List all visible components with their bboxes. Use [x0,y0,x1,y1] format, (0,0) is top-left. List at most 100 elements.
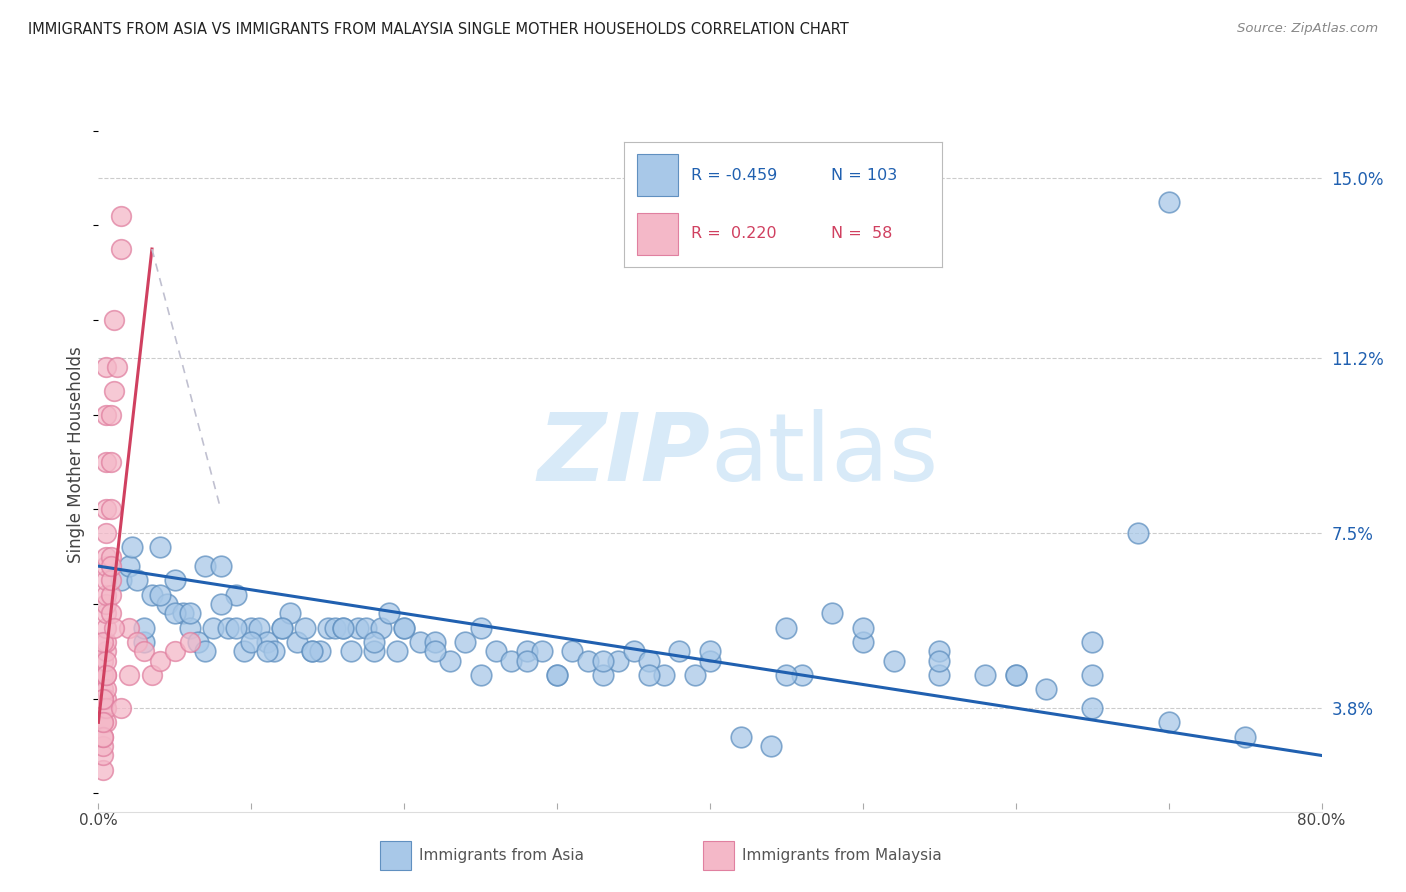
Point [385,644,408,658]
Point [852,635,875,649]
Point [91,715,114,730]
Point [91,715,114,730]
Point [94,691,117,706]
Point [730,730,752,744]
Point [240,621,263,635]
Point [94,715,117,730]
Point [225,588,247,602]
Point [134,644,156,658]
Point [668,644,690,658]
Point [156,597,179,611]
Point [103,313,125,327]
Point [974,668,997,682]
Point [110,574,132,588]
Point [821,607,844,621]
Point [332,621,354,635]
Text: IMMIGRANTS FROM ASIA VS IMMIGRANTS FROM MALAYSIA SINGLE MOTHER HOUSEHOLDS CORREL: IMMIGRANTS FROM ASIA VS IMMIGRANTS FROM … [28,22,849,37]
Point [179,621,201,635]
Point [94,549,117,564]
Point [100,502,122,516]
Point [1081,635,1104,649]
Point [761,739,783,753]
Point [91,635,114,649]
Point [94,408,117,422]
Point [347,621,370,635]
Point [928,668,950,682]
Point [118,668,141,682]
Point [94,644,117,658]
Point [149,588,172,602]
Point [91,763,114,777]
Point [285,635,308,649]
Point [94,607,117,621]
Point [141,588,163,602]
Point [439,654,461,668]
Point [91,701,114,715]
Point [470,621,492,635]
Point [699,654,721,668]
Point [592,668,614,682]
Point [91,654,114,668]
Point [163,574,186,588]
Point [546,668,568,682]
Point [94,588,117,602]
Point [1004,668,1026,682]
Point [270,621,294,635]
Point [194,644,217,658]
Point [163,644,186,658]
Point [134,635,156,649]
Point [217,621,239,635]
Point [94,701,117,715]
Point [94,621,117,635]
Point [256,644,278,658]
Point [256,635,278,649]
Point [278,607,301,621]
Point [638,668,661,682]
Point [94,502,117,516]
Point [516,644,538,658]
Point [501,654,523,668]
Point [110,701,132,715]
Point [91,739,114,753]
Point [91,730,114,744]
Point [100,549,122,564]
Point [1035,682,1057,697]
Point [652,668,675,682]
Point [149,654,172,668]
Point [1157,194,1180,209]
Point [94,526,117,541]
Point [94,668,117,682]
Point [294,621,316,635]
Point [270,621,294,635]
Point [363,644,385,658]
Point [163,607,186,621]
Point [94,574,117,588]
Point [301,644,323,658]
Point [470,668,492,682]
Point [354,621,377,635]
Point [1081,701,1104,715]
Point [100,588,122,602]
Point [94,455,117,469]
Point [1157,715,1180,730]
Point [325,621,347,635]
Point [100,607,122,621]
Point [105,360,128,375]
Point [378,607,401,621]
Point [683,668,706,682]
Point [1081,668,1104,682]
Point [790,668,813,682]
Point [118,621,141,635]
Point [110,209,132,223]
Point [301,644,323,658]
Text: Immigrants from Malaysia: Immigrants from Malaysia [742,848,942,863]
Point [100,408,122,422]
Point [100,574,122,588]
Point [592,654,614,668]
Point [775,621,797,635]
Point [91,691,114,706]
Point [103,384,125,398]
Point [202,621,225,635]
Point [94,654,117,668]
Point [339,644,361,658]
